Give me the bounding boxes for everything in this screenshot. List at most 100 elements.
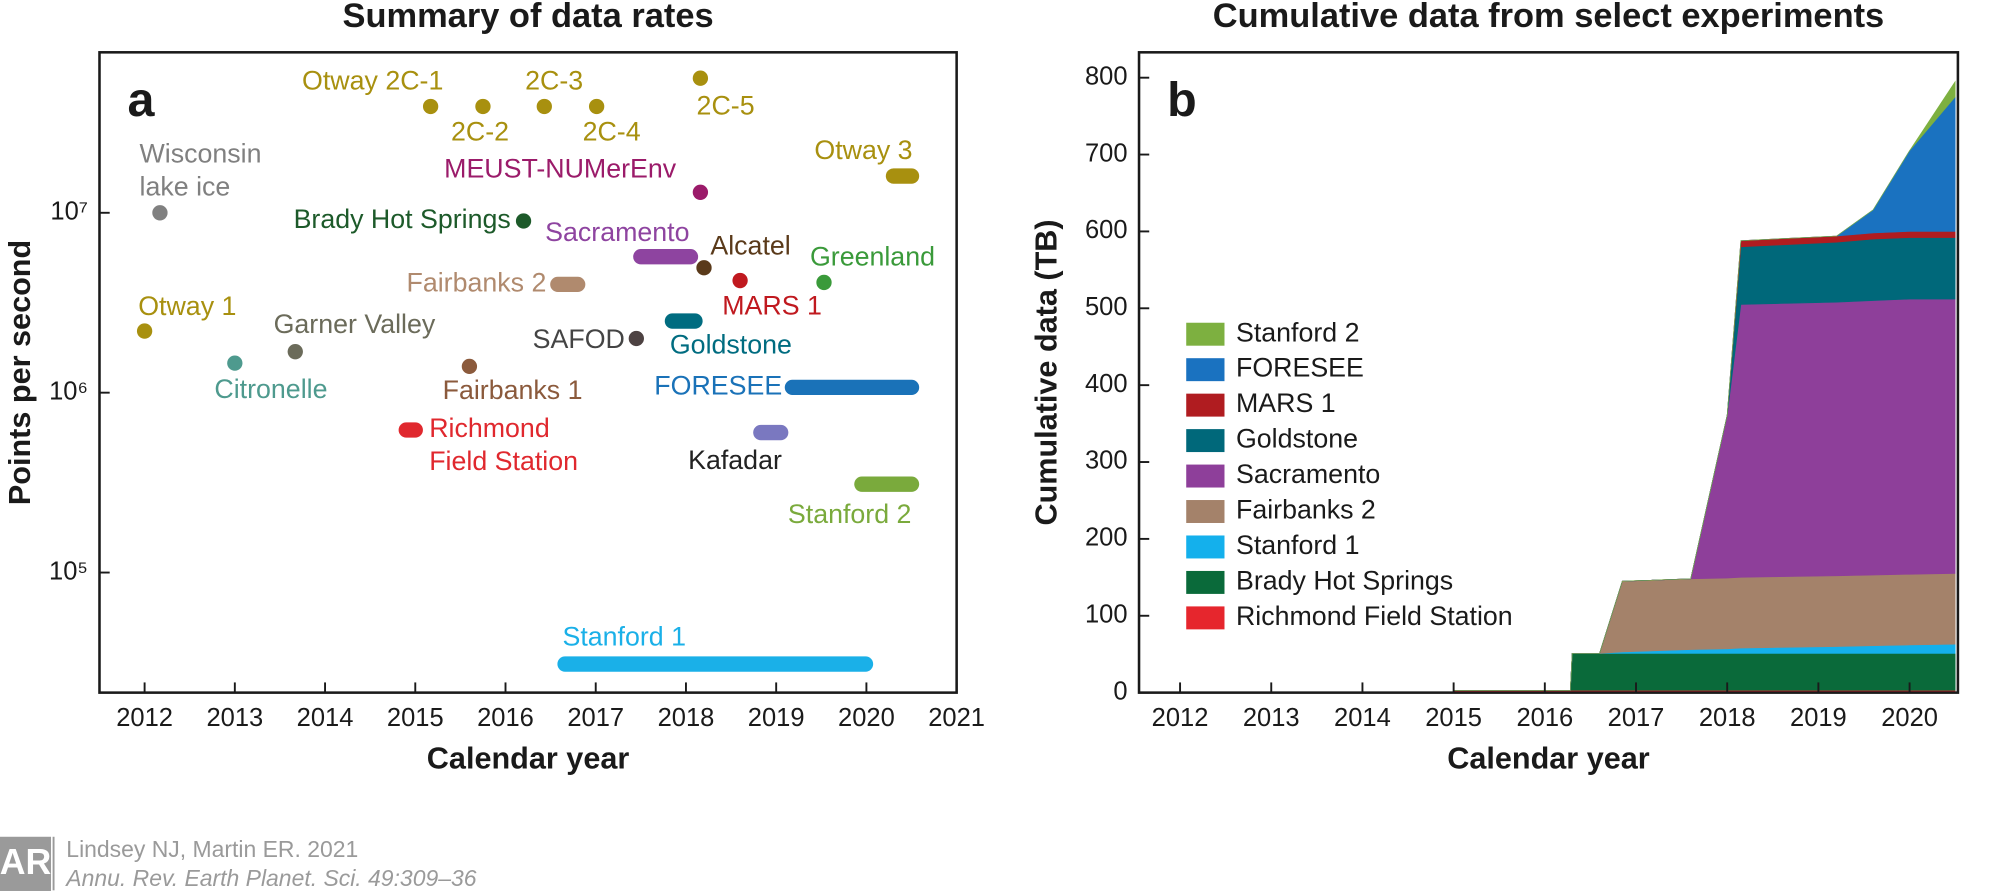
annotation: Fairbanks 1 (443, 375, 583, 405)
legend-swatch (1186, 606, 1225, 630)
annotation: Brady Hot Springs (294, 204, 511, 234)
annotation: Greenland (810, 241, 935, 271)
annotation: Goldstone (670, 330, 792, 360)
legend-swatch (1186, 322, 1225, 346)
annotation: 2C-4 (583, 116, 641, 146)
y-tick-label: 10⁶ (49, 377, 88, 405)
annotation: SAFOD (533, 324, 625, 354)
x-tick-label: 2020 (838, 704, 895, 732)
point (692, 70, 709, 86)
x-tick-label: 2019 (748, 704, 805, 732)
annotation: Fairbanks 2 (407, 267, 547, 297)
x-axis-label: Calendar year (427, 741, 630, 775)
annotation-line: Richmond (429, 413, 550, 443)
legend-label: Richmond Field Station (1236, 601, 1513, 631)
annotation: Garner Valley (274, 309, 436, 339)
point (152, 205, 168, 221)
legend-label: Sacramento (1236, 459, 1380, 489)
citation-authors: Lindsey NJ, Martin ER. 2021 (66, 836, 358, 862)
y-tick-label: 400 (1085, 370, 1128, 398)
x-tick-label: 2015 (387, 704, 444, 732)
point (732, 272, 748, 289)
annotation-line: Field Station (429, 446, 578, 476)
x-axis-label: Calendar year (1447, 741, 1650, 775)
logo-box (0, 836, 52, 891)
annotation: Citronelle (214, 374, 327, 404)
annotation-line: Wisconsin (140, 138, 262, 168)
x-tick-label: 2017 (567, 704, 624, 732)
legend-swatch (1186, 358, 1225, 382)
annotation: FORESEE (654, 370, 782, 400)
area (1453, 653, 1956, 691)
area (1453, 80, 1956, 691)
legend-label: MARS 1 (1236, 388, 1336, 418)
x-tick-label: 2013 (1243, 704, 1300, 732)
plot-frame (1137, 51, 1960, 694)
point (422, 98, 439, 115)
x-tick-label: 2016 (1516, 704, 1573, 732)
y-tick-label: 100 (1085, 600, 1128, 628)
x-tick-label: 2021 (928, 704, 985, 732)
legend-swatch (1186, 500, 1225, 523)
y-tick-label: 700 (1085, 139, 1128, 167)
legend-swatch (1186, 464, 1225, 488)
legend-label: Stanford 2 (1236, 317, 1360, 347)
point (692, 184, 709, 200)
annotation-line: lake ice (140, 172, 231, 202)
x-tick-label: 2014 (297, 704, 354, 732)
plot-frame (98, 51, 958, 694)
y-tick-label: 10⁵ (49, 557, 88, 585)
x-tick-label: 2016 (477, 704, 534, 732)
annotation: Stanford 2 (788, 499, 912, 529)
annotation: MEUST-NUMerEnv (444, 154, 677, 184)
legend-swatch (1186, 535, 1225, 559)
point (816, 274, 832, 291)
x-tick-label: 2012 (116, 704, 173, 732)
annotation: Alcatel (710, 230, 790, 260)
legend-swatch (1186, 429, 1225, 453)
annotation: Stanford 1 (563, 622, 687, 652)
point (628, 330, 644, 347)
annotation: 2C-5 (697, 91, 755, 121)
x-tick-label: 2018 (1699, 704, 1756, 732)
y-tick-label: 800 (1085, 62, 1128, 90)
legend-label: Stanford 1 (1236, 530, 1360, 560)
annotation: 2C-2 (451, 116, 509, 146)
annotation: Otway 1 (138, 291, 236, 321)
point (475, 98, 491, 115)
x-tick-label: 2015 (1425, 704, 1482, 732)
point (227, 355, 243, 371)
annotation: Richmond Field Station (429, 413, 578, 476)
x-tick-label: 2013 (206, 704, 263, 732)
y-axis-label: Cumulative data (TB) (1030, 219, 1064, 525)
legend-label: Brady Hot Springs (1236, 566, 1453, 596)
x-tick-label: 2020 (1881, 704, 1938, 732)
annotation: 2C-3 (525, 65, 583, 95)
y-tick-label: 200 (1085, 524, 1128, 552)
legend-label: FORESEE (1236, 353, 1364, 383)
legend-swatch (1186, 570, 1225, 594)
x-tick-label: 2012 (1152, 704, 1209, 732)
y-tick-label: 0 (1113, 677, 1127, 705)
annotation: Otway 3 (814, 135, 912, 165)
y-axis-label: Points per second (3, 240, 37, 505)
y-tick-label: 600 (1085, 216, 1128, 244)
citation-journal: Annu. Rev. Earth Planet. Sci. 49:309–36 (64, 865, 476, 891)
panel-label: a (128, 73, 156, 127)
logo: AR (0, 842, 52, 882)
point (461, 358, 478, 375)
panel-label: b (1167, 73, 1197, 127)
point (136, 323, 153, 339)
annotation: Sacramento (545, 217, 689, 247)
x-tick-label: 2019 (1790, 704, 1847, 732)
chart-title: Summary of data rates (342, 0, 713, 35)
x-tick-label: 2017 (1608, 704, 1665, 732)
x-tick-label: 2014 (1334, 704, 1391, 732)
annotation: Wisconsin lake ice (140, 138, 262, 201)
x-tick-label: 2018 (658, 704, 715, 732)
y-tick-label: 10⁷ (50, 198, 88, 226)
y-tick-label: 500 (1085, 293, 1128, 321)
y-tick-label: 300 (1085, 447, 1128, 475)
